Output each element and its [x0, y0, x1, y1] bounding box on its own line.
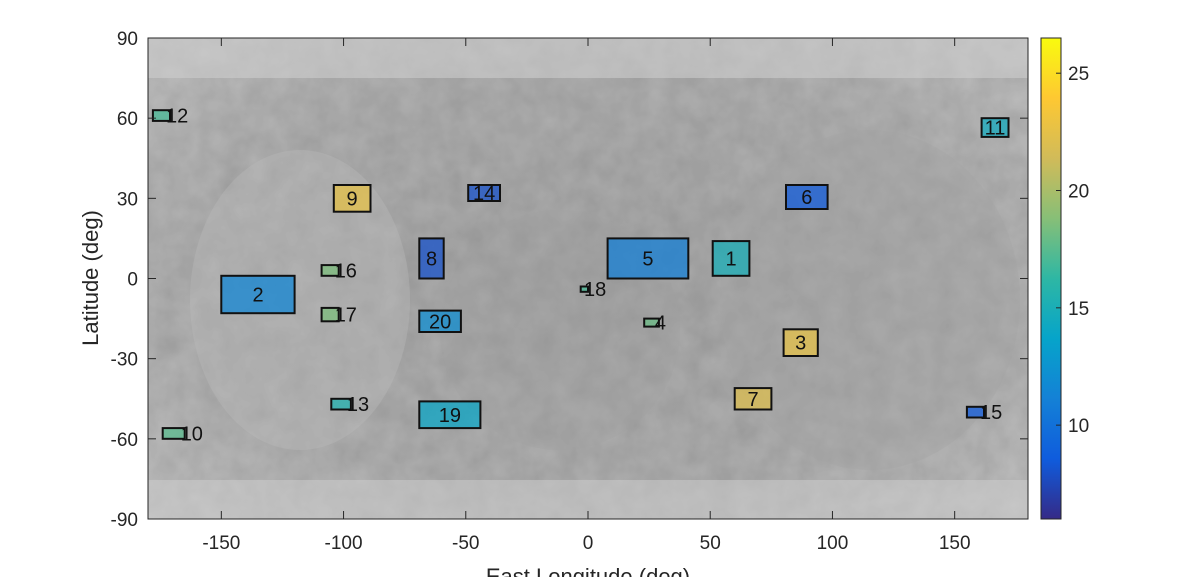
region-4: 4 — [643, 313, 666, 335]
region-label-4: 4 — [655, 313, 666, 335]
region-17: 17 — [320, 305, 357, 327]
region-3: 3 — [782, 328, 819, 357]
region-label-15: 15 — [980, 402, 1002, 424]
region-label-14: 14 — [473, 183, 495, 205]
region-label-7: 7 — [747, 389, 758, 411]
region-11: 11 — [980, 117, 1010, 140]
region-5: 5 — [606, 237, 690, 280]
region-20: 20 — [418, 309, 462, 334]
region-box-17 — [320, 306, 340, 323]
region-label-5: 5 — [642, 249, 653, 271]
colorbar-tick-label: 25 — [1068, 64, 1089, 85]
region-box-16 — [320, 264, 340, 277]
y-tick-label: -30 — [111, 350, 138, 371]
region-label-13: 13 — [347, 394, 369, 416]
region-box-13 — [330, 397, 352, 411]
colorbar-tick-label: 20 — [1068, 182, 1089, 203]
y-tick-label: 30 — [117, 189, 138, 210]
region-label-9: 9 — [347, 188, 358, 210]
colorbar-fill — [1040, 37, 1062, 520]
region-label-17: 17 — [335, 305, 357, 327]
region-label-2: 2 — [252, 285, 263, 307]
x-tick-label: -100 — [325, 533, 363, 554]
region-box-10 — [161, 427, 186, 440]
region-label-11: 11 — [985, 118, 1006, 140]
region-box-5 — [606, 237, 690, 280]
x-tick-label: -150 — [202, 533, 240, 554]
colorbar-tick-label: 15 — [1068, 299, 1089, 320]
region-2: 2 — [220, 274, 296, 315]
x-tick-label: 100 — [817, 533, 849, 554]
region-label-16: 16 — [335, 261, 357, 283]
region-1: 1 — [711, 240, 751, 277]
region-box-3 — [782, 328, 819, 357]
colorbar: 10 15 20 25 — [1040, 37, 1089, 520]
region-13: 13 — [330, 394, 369, 416]
region-label-18: 18 — [584, 279, 606, 301]
y-axis: 90 60 30 0 -30 -60 -90 — [111, 29, 1028, 531]
region-label-8: 8 — [426, 249, 437, 271]
region-9: 9 — [332, 184, 372, 213]
region-label-10: 10 — [181, 424, 203, 446]
colorbar-tick-label: 10 — [1068, 416, 1089, 437]
region-box-19 — [418, 400, 482, 430]
region-box-6 — [785, 184, 829, 210]
region-box-12 — [151, 109, 171, 122]
x-axis-title: East Longitude (deg) — [486, 564, 690, 577]
region-box-8 — [418, 237, 445, 280]
region-box-20 — [418, 309, 462, 334]
region-18: 18 — [579, 279, 606, 301]
x-tick-label: 150 — [939, 533, 971, 554]
x-tick-label: 50 — [700, 533, 721, 554]
region-16: 16 — [320, 261, 357, 283]
y-tick-label: 0 — [127, 270, 138, 291]
y-tick-label: 60 — [117, 109, 138, 130]
region-label-19: 19 — [439, 405, 461, 427]
y-tick-label: -90 — [111, 510, 138, 531]
region-box-14 — [467, 184, 502, 202]
region-box-11 — [980, 117, 1010, 138]
x-tick-label: 0 — [583, 533, 594, 554]
region-15: 15 — [965, 402, 1002, 424]
region-10: 10 — [161, 424, 203, 446]
region-19: 19 — [418, 400, 482, 430]
region-8: 8 — [418, 237, 445, 280]
region-7: 7 — [733, 387, 773, 411]
region-label-12: 12 — [166, 106, 188, 128]
region-box-2 — [220, 274, 296, 315]
region-14: 14 — [467, 183, 502, 205]
x-tick-label: -50 — [452, 533, 479, 554]
y-tick-label: -60 — [111, 430, 138, 451]
region-box-9 — [332, 184, 372, 213]
region-box-18 — [579, 285, 590, 293]
region-box-4 — [643, 317, 660, 328]
region-12: 12 — [151, 106, 188, 128]
colorbar-ticks: 10 15 20 25 — [1056, 64, 1089, 437]
region-label-6: 6 — [801, 187, 812, 209]
region-label-1: 1 — [725, 249, 736, 271]
basemap — [148, 38, 1028, 519]
region-label-20: 20 — [429, 311, 451, 333]
region-box-1 — [711, 240, 751, 277]
region-box-15 — [965, 405, 986, 419]
y-axis-title: Latitude (deg) — [78, 210, 103, 346]
region-6: 6 — [785, 184, 829, 210]
region-box-7 — [733, 387, 773, 411]
y-tick-label: 90 — [117, 29, 138, 50]
x-axis: -150 -100 -50 0 50 100 150 — [202, 38, 971, 554]
region-label-3: 3 — [795, 333, 806, 355]
